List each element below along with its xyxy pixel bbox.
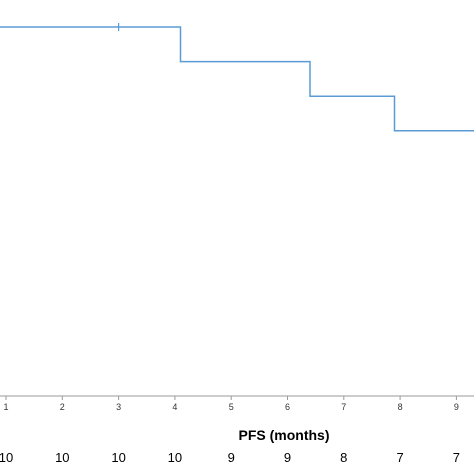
survival-curve bbox=[0, 26, 474, 132]
risk-count: 9 bbox=[284, 450, 291, 465]
x-axis-title: PFS (months) bbox=[239, 427, 330, 443]
risk-count: 10 bbox=[0, 450, 13, 465]
x-tick-label-2: 2 bbox=[60, 402, 65, 412]
risk-count: 9 bbox=[228, 450, 235, 465]
risk-count: 7 bbox=[396, 450, 403, 465]
x-tick-label-5: 5 bbox=[229, 402, 234, 412]
x-tick-label-3: 3 bbox=[116, 402, 121, 412]
risk-count: 10 bbox=[168, 450, 182, 465]
x-tick-label-1: 1 bbox=[3, 402, 8, 412]
x-tick-label-8: 8 bbox=[398, 402, 403, 412]
risk-count: 7 bbox=[453, 450, 460, 465]
risk-count: 10 bbox=[55, 450, 69, 465]
risk-count: 8 bbox=[340, 450, 347, 465]
x-tick-label-6: 6 bbox=[285, 402, 290, 412]
x-tick-label-4: 4 bbox=[172, 402, 177, 412]
x-tick-label-7: 7 bbox=[341, 402, 346, 412]
risk-count: 10 bbox=[111, 450, 125, 465]
x-tick-label-9: 9 bbox=[454, 402, 459, 412]
